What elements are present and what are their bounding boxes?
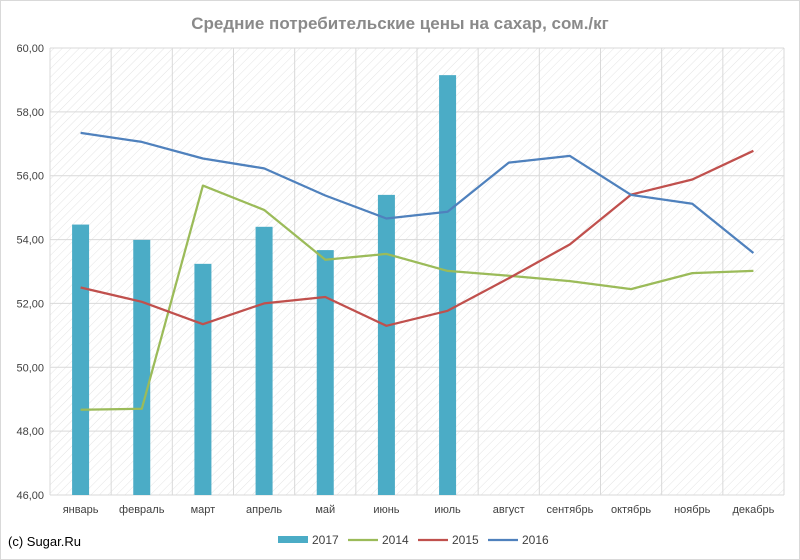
legend-label-2014: 2014	[382, 533, 409, 547]
chart-title: Средние потребительские цены на сахар, с…	[191, 14, 609, 33]
series-line-2016	[80, 131, 755, 254]
x-tick-label: июль	[434, 504, 461, 516]
source-credit: (c) Sugar.Ru	[8, 534, 81, 549]
legend-label-2015: 2015	[452, 533, 479, 547]
x-tick-label: ноябрь	[674, 504, 711, 516]
y-tick-label: 58,00	[16, 107, 44, 119]
y-tick-label: 54,00	[16, 235, 44, 247]
x-tick-label: сентябрь	[546, 504, 593, 516]
x-tick-label: февраль	[119, 504, 165, 516]
x-tick-label: март	[191, 504, 216, 516]
series-line-2014	[80, 184, 754, 411]
x-tick-label: май	[315, 504, 335, 516]
x-tick-label: апрель	[246, 504, 282, 516]
y-tick-label: 56,00	[16, 171, 44, 183]
bar-2017	[133, 239, 151, 495]
legend-label-2016: 2016	[522, 533, 549, 547]
bar-2017	[255, 226, 273, 496]
legend-swatch-2017	[278, 536, 308, 543]
bar-2017	[439, 75, 457, 495]
y-tick-label: 60,00	[16, 43, 44, 55]
bar-2017	[377, 194, 395, 495]
x-tick-label: октябрь	[611, 504, 651, 516]
y-tick-label: 46,00	[16, 490, 44, 502]
x-tick-label: январь	[63, 504, 99, 516]
series-line-2015	[80, 149, 754, 327]
bar-2017	[194, 263, 212, 495]
x-tick-label: июнь	[373, 504, 399, 516]
y-tick-label: 52,00	[16, 298, 44, 310]
legend-label-2017: 2017	[312, 533, 339, 547]
y-tick-label: 50,00	[16, 362, 44, 374]
bar-2017	[316, 250, 334, 495]
x-tick-label: декабрь	[732, 504, 774, 516]
y-tick-label: 48,00	[16, 426, 44, 438]
x-tick-label: август	[493, 504, 525, 516]
bar-2017	[72, 224, 90, 495]
